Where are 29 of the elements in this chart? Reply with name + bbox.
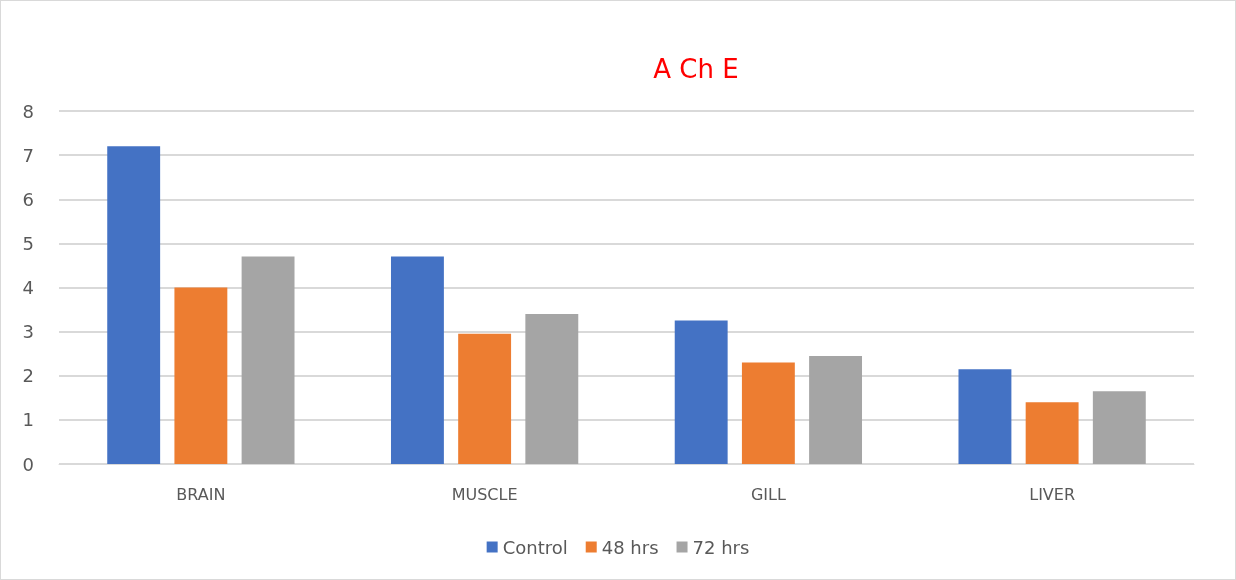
- bar: [390, 256, 444, 464]
- bar: [674, 320, 728, 464]
- y-tick-label: 1: [22, 409, 34, 431]
- bar: [809, 355, 863, 464]
- x-tick-label: GILL: [750, 484, 786, 504]
- x-tick-label: BRAIN: [176, 484, 226, 504]
- legend-label: Control: [502, 536, 568, 558]
- x-tick-label: MUSCLE: [451, 484, 518, 504]
- y-tick-label: 7: [22, 144, 34, 166]
- bar: [525, 313, 579, 464]
- y-tick-label: 5: [22, 232, 34, 254]
- y-tick-label: 3: [22, 321, 34, 343]
- legend-label: 72 hrs: [692, 536, 750, 558]
- bar: [958, 369, 1012, 464]
- bar: [107, 146, 161, 464]
- y-tick-label: 2: [22, 365, 34, 387]
- chart-title: A Ch E: [653, 54, 739, 84]
- y-tick-label: 0: [22, 453, 34, 475]
- bar: [241, 256, 295, 464]
- bar: [1025, 402, 1079, 464]
- y-tick-label: 4: [22, 277, 34, 298]
- y-tick-label: 8: [22, 100, 34, 122]
- legend-label: 48 hrs: [601, 536, 659, 558]
- x-tick-label: LIVER: [1029, 484, 1076, 504]
- y-tick-label: 6: [22, 188, 34, 210]
- bar: [1092, 391, 1146, 464]
- bar: [741, 362, 795, 464]
- bar: [174, 287, 228, 464]
- bar: [458, 333, 512, 464]
